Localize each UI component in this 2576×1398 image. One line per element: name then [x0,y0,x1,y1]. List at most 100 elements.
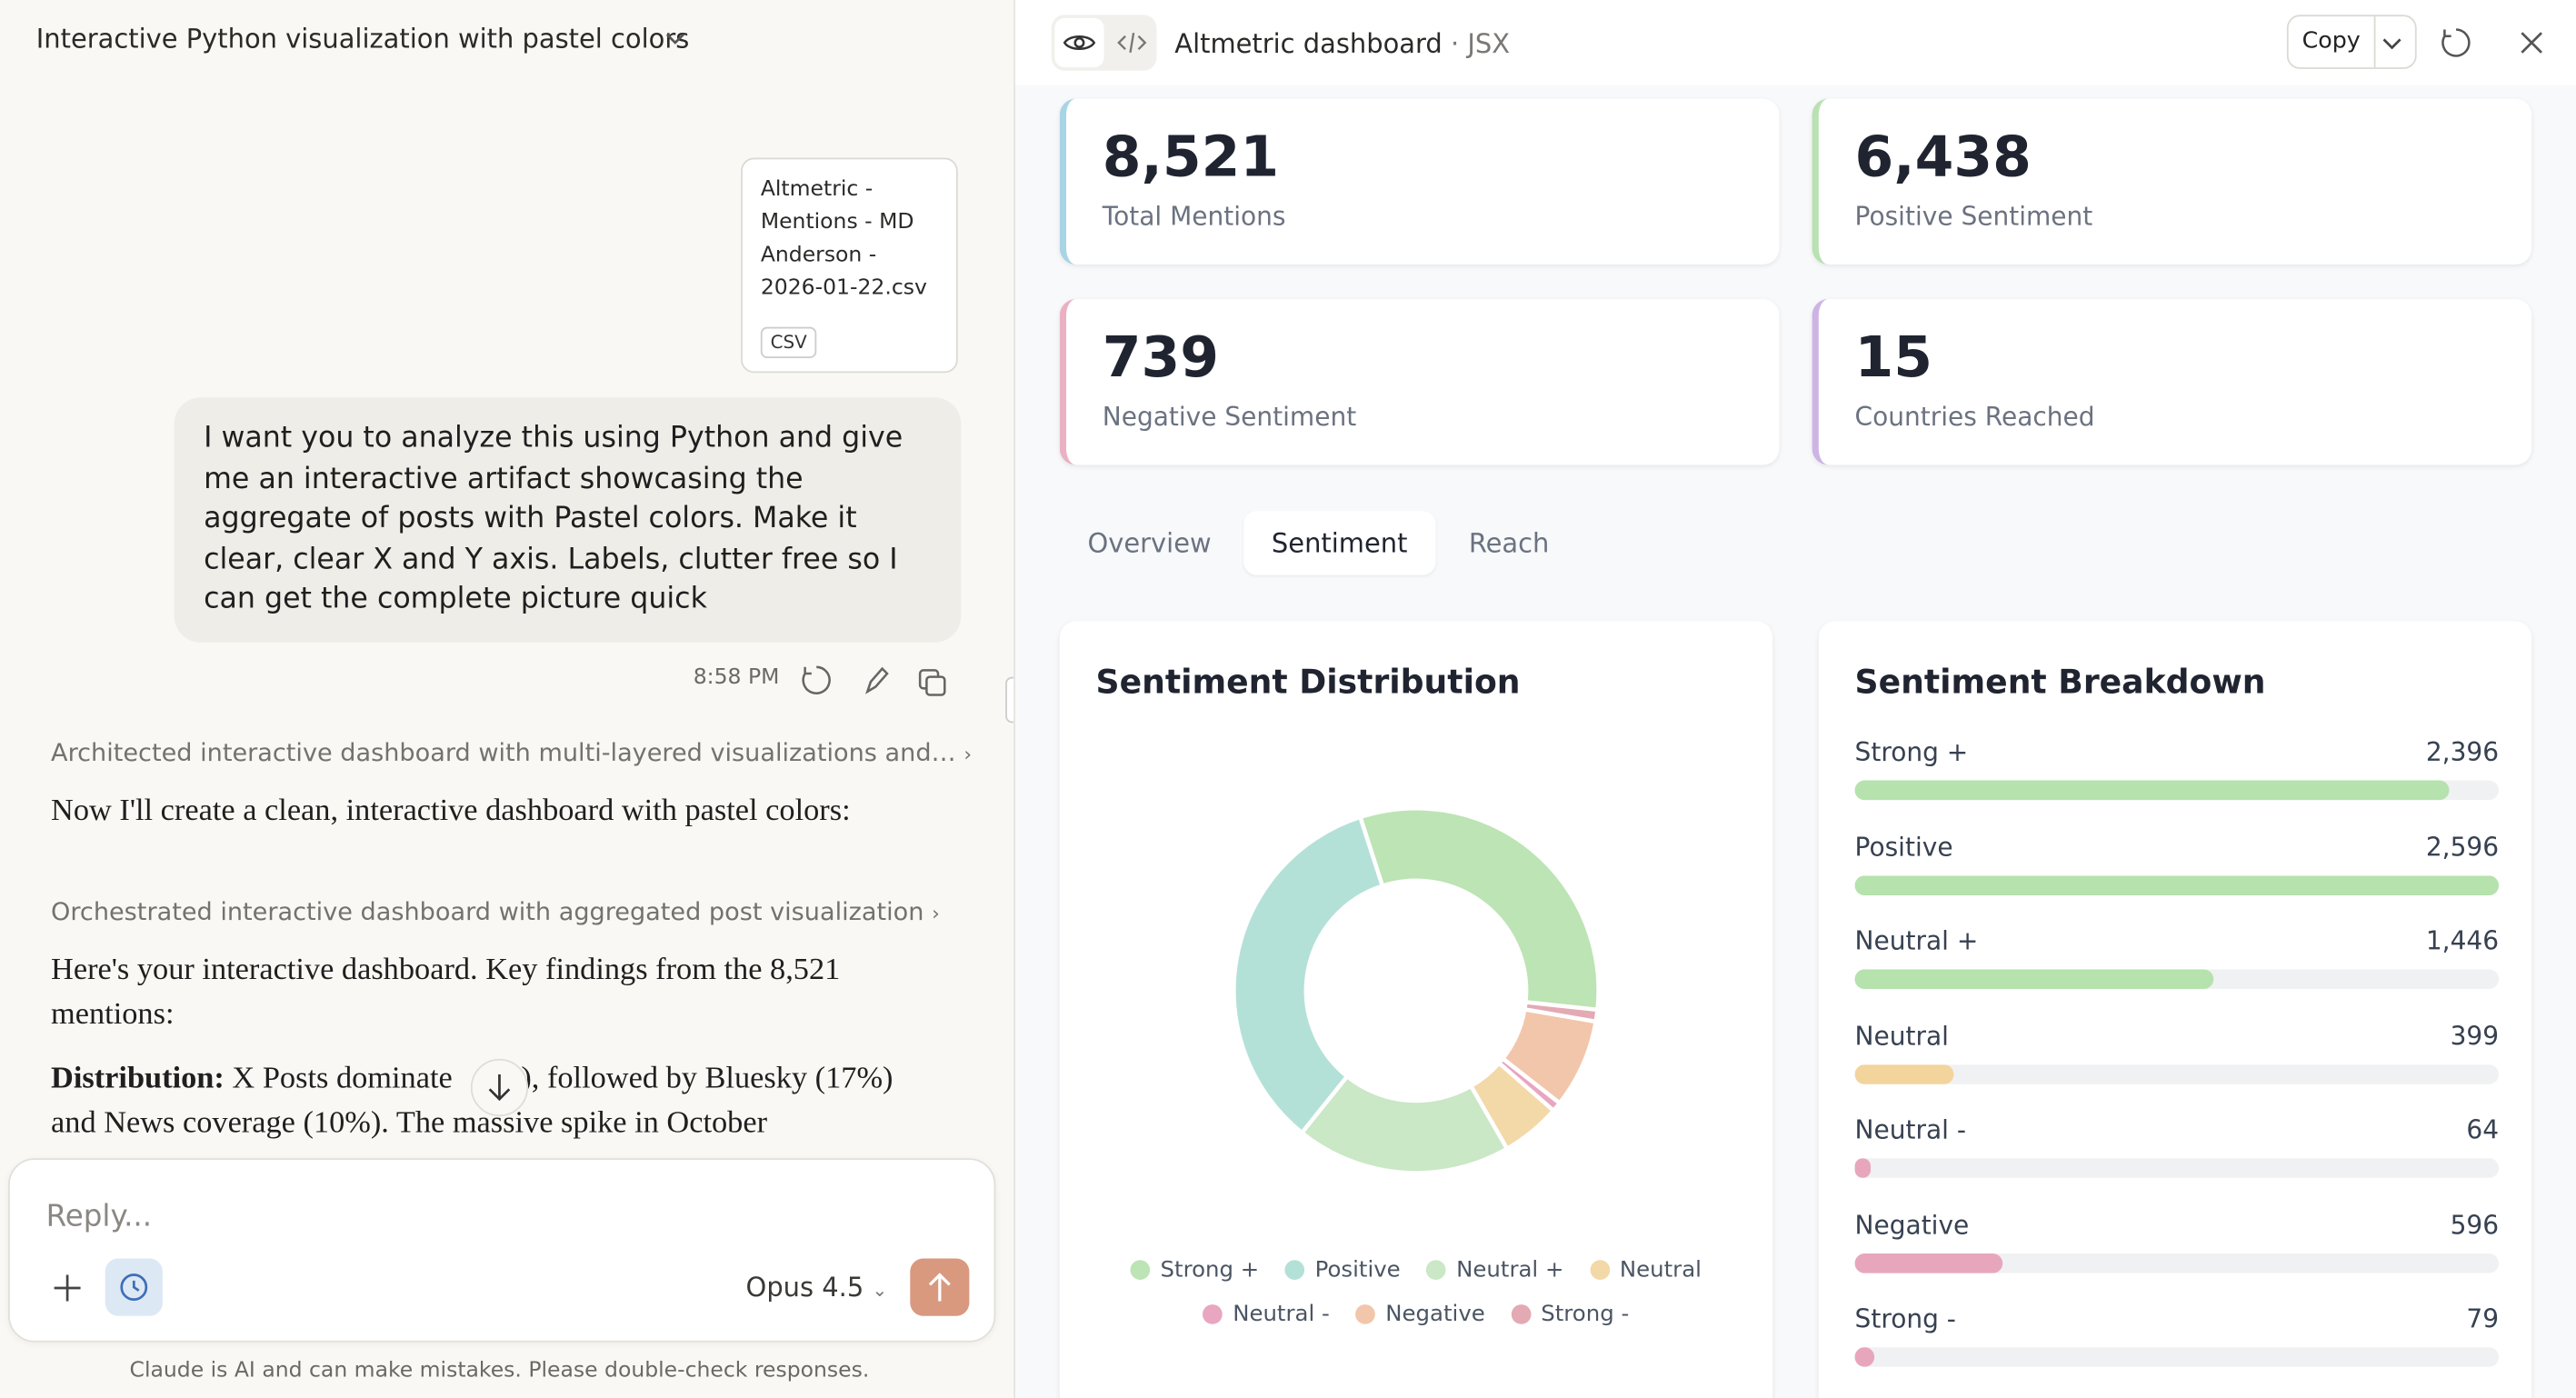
disclaimer: Claude is AI and can make mistakes. Plea… [129,1358,870,1383]
copy-button[interactable]: Copy [2301,27,2361,55]
code-button[interactable] [1107,18,1156,67]
legend-swatch [1511,1304,1532,1324]
stat-label: Positive Sentiment [1854,202,2093,232]
chevron [2382,38,2401,50]
composer-placeholder[interactable]: Reply... [45,1199,153,1234]
tab[interactable]: Reach [1468,527,1550,559]
clock-face [120,1273,148,1302]
stat-label: Negative Sentiment [1102,402,1357,433]
legend-item[interactable]: Strong + [1130,1256,1260,1283]
legend-item[interactable]: Neutral - [1203,1301,1330,1327]
bar [1854,1253,2003,1273]
legend-label: Positive [1314,1256,1401,1283]
artifact-panel: Altmetric dashboard · JSX Copy 8,521 Tota… [1013,0,2576,1398]
bar-value: 399 [2450,1021,2500,1051]
chevron: › [932,902,940,925]
chat-panel: Interactive Python visualization with pa… [0,0,1013,1398]
retry-icon[interactable] [802,665,831,694]
tab[interactable]: Sentiment [1243,511,1436,575]
chart-title: Sentiment Distribution [1095,662,1521,702]
bar [1854,1347,1875,1367]
bar [1854,969,2214,990]
bar-label: Strong + [1854,737,1969,768]
pupil [1073,37,1085,48]
bar-value: 2,396 [2425,737,2500,768]
bar-label: Positive [1854,832,1953,862]
eye [1063,35,1096,51]
chat-title[interactable]: Interactive Python visualization with pa… [35,23,690,55]
preview-button[interactable] [1054,17,1104,68]
donut-slice [1299,1073,1511,1175]
bar-track [1854,1063,2500,1083]
legend-swatch [1590,1260,1611,1280]
composer[interactable]: Reply... Opus 4.5 ⌄ [8,1158,996,1343]
scroll-down-button[interactable] [470,1058,529,1117]
artifact-kind: · JSX [1450,27,1511,60]
close-button[interactable] [2517,28,2547,58]
assistant-text: Now I'll create a clean, interactive das… [51,793,851,828]
model-selector[interactable]: Opus 4.5 ⌄ [746,1272,888,1303]
bar-track [1854,780,2500,801]
bar [1854,1063,1954,1083]
send-button[interactable] [910,1258,970,1316]
title: Altmetric dashboard [1174,27,1443,60]
bar-track [1854,1158,2500,1178]
legend-swatch [1130,1260,1151,1280]
legend-item[interactable]: Neutral + [1426,1256,1564,1283]
bar-value: 79 [2466,1304,2500,1334]
stat-value: 8,521 [1102,125,1280,191]
legend-swatch [1285,1260,1305,1280]
send-icon [928,1273,951,1302]
chevron[interactable] [664,26,686,49]
legend-swatch [1203,1304,1223,1324]
edit-icon[interactable] [865,666,889,694]
legend-swatch [1355,1304,1376,1324]
bar-label: Neutral [1854,1021,1949,1051]
legend-item[interactable]: Strong - [1511,1301,1629,1327]
thinking-summary[interactable]: Orchestrated interactive dashboard with … [51,897,940,927]
track [1854,1158,2500,1178]
legend: Strong + Positive Neutral + Neutral Neutral … [1129,1256,1704,1327]
stat-card: 8,521 Total Mentions [1059,98,1780,265]
attachment-card[interactable]: Altmetric - Mentions - MD Anderson - 202… [741,157,958,374]
thinking-summary[interactable]: Architected interactive dashboard with m… [51,738,972,768]
legend-label: Strong + [1160,1256,1260,1283]
text: X Posts dominate [232,1061,453,1096]
refresh-icon [2441,28,2471,57]
bar-track [1854,1347,2500,1367]
clock-hands [132,1280,140,1292]
track [1854,1347,2500,1367]
bar-label: Strong - [1854,1304,1956,1334]
divider [2373,16,2376,68]
legend-label: Neutral + [1456,1256,1564,1283]
plus-icon [54,1274,81,1302]
message-time: 8:58 PM [693,664,780,691]
donut-chart [1232,806,1601,1175]
legend-item[interactable]: Positive [1285,1257,1401,1283]
bar-label: Neutral + [1854,926,1979,956]
history-button[interactable] [105,1258,163,1316]
stat-label: Total Mentions [1102,202,1286,232]
copy-group: Copy [2286,15,2417,69]
add-button[interactable] [51,1272,84,1304]
legend-label: Neutral - [1233,1301,1330,1328]
assistant-text: Here's your interactive dashboard. Key f… [51,953,841,1033]
bar [1854,780,2450,801]
bar-track [1854,874,2500,895]
chevron: › [964,742,973,766]
thinking-text: Orchestrated interactive dashboard with … [51,896,924,927]
chevron: ⌄ [872,1279,888,1302]
legend-item[interactable]: Negative [1355,1301,1485,1327]
copy-icon-back [925,675,946,696]
refresh-button[interactable] [2440,26,2472,59]
view-toggle[interactable] [1051,15,1157,71]
bar-value: 1,446 [2425,926,2500,956]
attachment-type: CSV [760,326,817,359]
stat-value: 739 [1102,325,1220,392]
legend-item[interactable]: Neutral [1590,1257,1702,1283]
thinking-text: Architected interactive dashboard with m… [51,737,956,768]
text: %), followed by Bluesky (17%) and News c… [51,1061,894,1141]
copy-menu[interactable] [2381,31,2403,54]
tab[interactable]: Overview [1087,527,1212,559]
